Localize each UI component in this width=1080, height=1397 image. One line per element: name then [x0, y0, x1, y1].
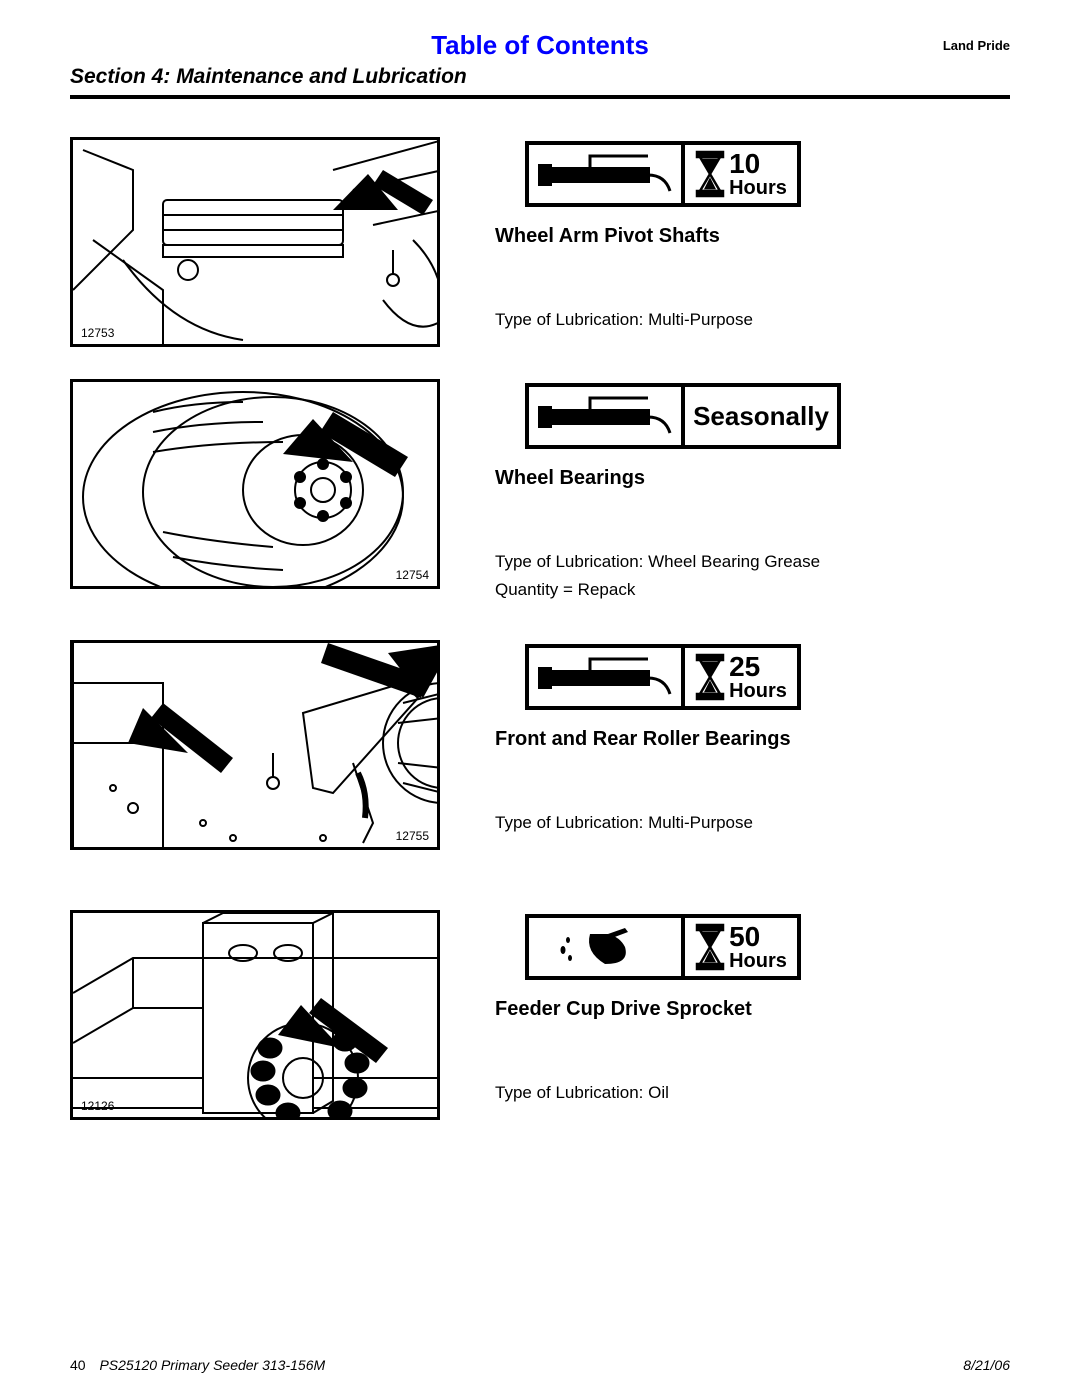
oil-can-icon — [525, 914, 685, 980]
interval-badge: 10 Hours — [681, 141, 801, 207]
item-title: Feeder Cup Drive Sprocket — [495, 998, 1010, 1021]
grease-gun-icon — [525, 383, 685, 449]
interval-value: 10 — [729, 150, 787, 178]
item-title: Wheel Arm Pivot Shafts — [495, 225, 1010, 248]
interval-unit: Hours — [729, 951, 787, 971]
lube-item: 12126 50 Hours Feeder Cup Drive Sprocket… — [70, 910, 1010, 1120]
item-details: Seasonally Wheel Bearings Type of Lubric… — [495, 379, 1010, 608]
figure-number: 12754 — [396, 568, 429, 582]
figure-box: 12126 — [70, 910, 440, 1120]
item-details: 50 Hours Feeder Cup Drive Sprocket Type … — [495, 910, 1010, 1111]
hourglass-icon — [695, 150, 725, 198]
figure-number: 12753 — [81, 326, 114, 340]
figure-number: 12755 — [396, 829, 429, 843]
lube-item: 12755 25 Hours Front and Rear Roller Bea… — [70, 640, 1010, 850]
item-title: Wheel Bearings — [495, 467, 1010, 490]
lube-line: Type of Lubrication: Multi-Purpose — [495, 310, 1010, 330]
lube-item: 12753 10 Hours Wheel Arm Pivot Shafts Ty… — [70, 137, 1010, 347]
lube-line: Type of Lubrication: Oil — [495, 1083, 1010, 1103]
hourglass-icon — [695, 653, 725, 701]
interval-unit: Hours — [729, 681, 787, 701]
interval-unit: Hours — [729, 178, 787, 198]
badge-row: 25 Hours — [525, 644, 1010, 710]
interval-value: 25 — [729, 653, 787, 681]
doc-id: PS25120 Primary Seeder 313-156M — [99, 1357, 325, 1373]
figure-illustration — [73, 913, 440, 1120]
item-details: 10 Hours Wheel Arm Pivot Shafts Type of … — [495, 137, 1010, 338]
page-header: Table of Contents Land Pride Section 4: … — [70, 30, 1010, 99]
figure-number: 12126 — [81, 1099, 114, 1113]
interval-label: Seasonally — [693, 401, 829, 432]
section-title: Section 4: Maintenance and Lubrication — [70, 65, 1010, 89]
figure-box: 12754 — [70, 379, 440, 589]
grease-gun-icon — [525, 644, 685, 710]
lube-line: Type of Lubrication: Wheel Bearing Greas… — [495, 552, 1010, 572]
brand-label: Land Pride — [943, 38, 1010, 53]
lube-line: Quantity = Repack — [495, 580, 1010, 600]
interval-badge: 50 Hours — [681, 914, 801, 980]
grease-gun-icon — [525, 141, 685, 207]
page-number: 40 — [70, 1357, 86, 1373]
toc-link[interactable]: Table of Contents — [70, 30, 1010, 61]
page-footer: 40 PS25120 Primary Seeder 313-156M 8/21/… — [70, 1357, 1010, 1373]
figure-box: 12755 — [70, 640, 440, 850]
lube-line: Type of Lubrication: Multi-Purpose — [495, 813, 1010, 833]
content-area: 12753 10 Hours Wheel Arm Pivot Shafts Ty… — [70, 137, 1010, 1120]
lube-item: 12754 Seasonally Wheel Bearings Type of … — [70, 379, 1010, 608]
item-title: Front and Rear Roller Bearings — [495, 728, 1010, 751]
figure-illustration — [73, 643, 440, 850]
figure-illustration — [73, 382, 440, 589]
interval-badge: 25 Hours — [681, 644, 801, 710]
interval-badge: Seasonally — [681, 383, 841, 449]
badge-row: 10 Hours — [525, 141, 1010, 207]
item-details: 25 Hours Front and Rear Roller Bearings … — [495, 640, 1010, 841]
figure-illustration — [73, 140, 440, 347]
hourglass-icon — [695, 923, 725, 971]
badge-row: Seasonally — [525, 383, 1010, 449]
header-rule — [70, 95, 1010, 99]
badge-row: 50 Hours — [525, 914, 1010, 980]
doc-date: 8/21/06 — [963, 1357, 1010, 1373]
figure-box: 12753 — [70, 137, 440, 347]
interval-value: 50 — [729, 923, 787, 951]
